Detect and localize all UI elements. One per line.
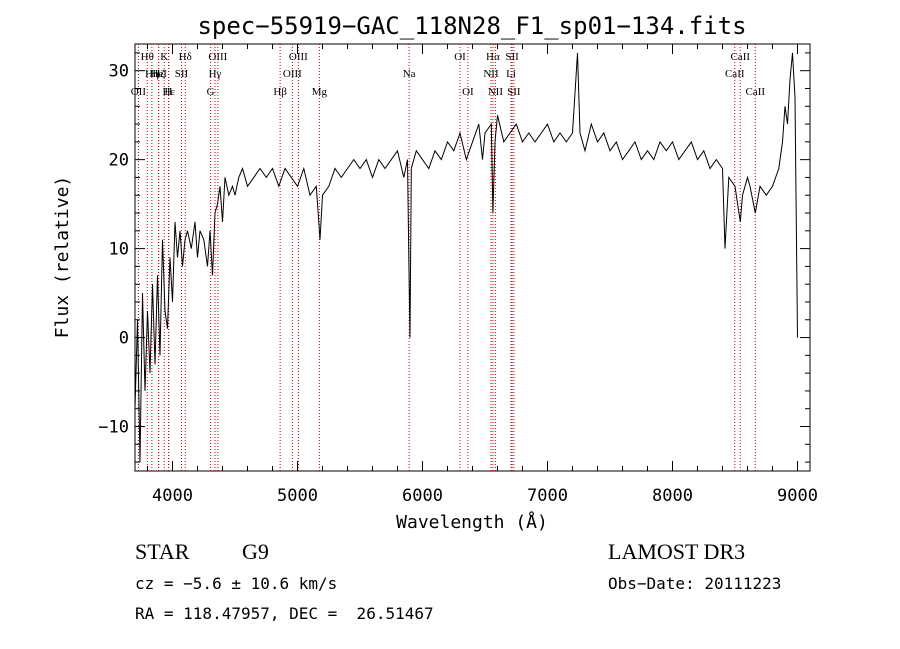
line-label-12: OIII xyxy=(208,51,227,63)
line-label-16: Mg xyxy=(312,86,328,98)
line-label-21: Hα xyxy=(486,51,500,63)
line-label-1: Hη xyxy=(145,68,159,80)
line-label-2: OII xyxy=(131,86,147,98)
line-label-11: Hγ xyxy=(209,68,222,80)
x-tick-label-3: 7000 xyxy=(527,486,568,506)
line-label-26: CaII xyxy=(725,68,745,80)
line-label-5: K xyxy=(160,51,168,63)
line-label-22: NII xyxy=(488,86,504,98)
line-label-6: H xyxy=(165,86,173,98)
y-tick-label-1: 0 xyxy=(119,329,129,349)
survey-name: LAMOST DR3 xyxy=(608,539,746,564)
y-axis: −10 0 10 20 30 xyxy=(98,52,810,463)
line-label-3: Hζ xyxy=(152,68,165,80)
y-tick-label-3: 20 xyxy=(109,151,129,171)
y-tick-label-0: −10 xyxy=(98,418,129,438)
redshift-text: cz = −5.6 ± 10.6 km/s xyxy=(135,574,338,593)
line-label-8: SII xyxy=(175,68,189,80)
line-label-25: SII xyxy=(507,86,521,98)
line-label-14: OIII xyxy=(283,68,302,80)
x-axis: 4000 5000 6000 7000 8000 9000 xyxy=(147,44,818,506)
flux-series-line xyxy=(134,52,798,463)
line-label-28: CaII xyxy=(745,86,765,98)
line-label-19: OI xyxy=(462,86,474,98)
object-subclass: G9 xyxy=(242,539,269,564)
x-tick-label-0: 4000 xyxy=(152,486,193,506)
x-tick-label-4: 8000 xyxy=(652,486,693,506)
object-class: STAR xyxy=(135,539,190,564)
line-label-4: HeI xyxy=(150,68,167,80)
coordinates-text: RA = 118.47957, DEC = 26.51467 xyxy=(135,604,434,623)
x-tick-label-2: 6000 xyxy=(402,486,443,506)
line-label-27: CaII xyxy=(730,51,750,63)
x-axis-label: Wavelength (Å) xyxy=(396,511,548,533)
line-label-9: Hδ xyxy=(179,51,192,63)
x-tick-label-1: 5000 xyxy=(277,486,318,506)
line-markers xyxy=(137,44,756,471)
plot-frame xyxy=(134,43,811,472)
spectrum-plot: spec−55919−GAC_118N28_F1_sp01−134.fits H… xyxy=(52,12,818,533)
y-tick-label-2: 10 xyxy=(109,240,129,260)
line-label-13: Hβ xyxy=(273,86,287,98)
line-label-18: OI xyxy=(454,51,466,63)
line-label-0: Hθ xyxy=(141,51,154,63)
line-labels: HθHηOIIHζHeIKHHεSIIHδGHγOIIIHβOIIIOIIIMg… xyxy=(131,51,766,98)
line-label-15: OIII xyxy=(289,51,308,63)
obs-date-text: Obs−Date: 20111223 xyxy=(608,574,782,593)
chart-title: spec−55919−GAC_118N28_F1_sp01−134.fits xyxy=(197,12,746,40)
x-tick-label-5: 9000 xyxy=(777,486,818,506)
line-label-23: Li xyxy=(506,68,516,80)
line-label-7: Hε xyxy=(162,86,175,98)
line-label-20: NII xyxy=(483,68,499,80)
y-axis-label: Flux (relative) xyxy=(52,176,73,339)
line-label-10: G xyxy=(207,86,215,98)
line-label-17: Na xyxy=(403,68,416,80)
y-tick-label-4: 30 xyxy=(109,62,129,82)
line-label-24: SII xyxy=(505,51,519,63)
